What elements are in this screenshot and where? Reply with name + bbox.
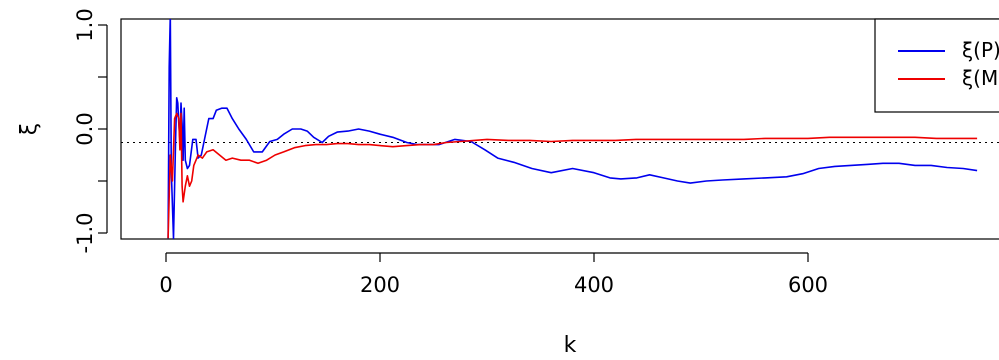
series-line-m — [167, 112, 978, 239]
y-tick-label: 0.0 — [73, 112, 97, 145]
legend-label-m: ξ(M) — [962, 66, 999, 90]
x-tick-label: 200 — [360, 273, 400, 297]
x-tick-label: 400 — [574, 273, 614, 297]
x-axis: 0 200 400 600 — [159, 252, 828, 297]
y-tick-label: 1.0 — [73, 8, 97, 41]
y-axis-title: ξ — [17, 123, 42, 135]
legend-label-p: ξ(P) — [962, 38, 999, 62]
legend-box — [874, 18, 999, 113]
plot-frame — [120, 18, 999, 240]
y-tick-label: -1.0 — [73, 213, 97, 254]
y-axis: -1.0 0.0 1.0 — [73, 8, 108, 254]
x-tick-label: 600 — [788, 273, 828, 297]
series-layer — [167, 19, 978, 239]
series-line-p — [167, 19, 978, 239]
x-tick-label: 0 — [159, 273, 172, 297]
legend: ξ(P) ξ(M) — [874, 18, 999, 113]
x-axis-title: k — [564, 333, 577, 358]
